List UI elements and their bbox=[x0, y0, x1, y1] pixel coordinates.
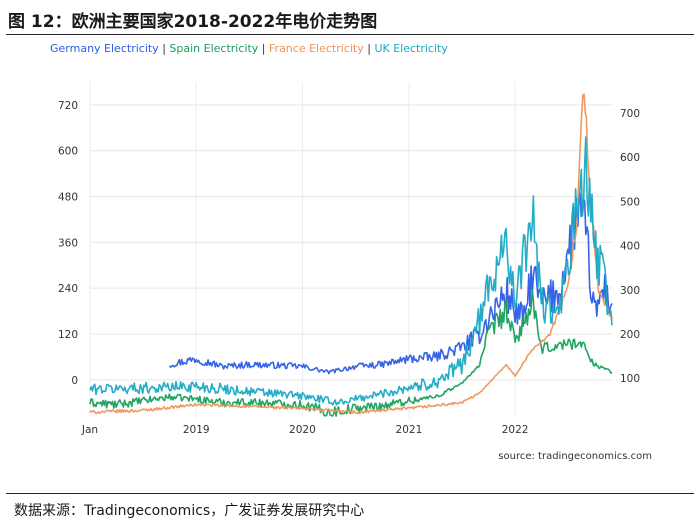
series-uk-electricity bbox=[89, 136, 613, 406]
y-right-tick-label: 100 bbox=[620, 373, 640, 385]
y-axis-right: 100 200 300 400 500 600 700 bbox=[620, 108, 640, 385]
legend-separator: | bbox=[261, 42, 266, 55]
x-tick-label: 2019 bbox=[183, 424, 210, 436]
legend-uk[interactable]: UK Electricity bbox=[374, 42, 448, 55]
series-spain-electricity bbox=[89, 289, 613, 417]
x-tick-label: Jan bbox=[81, 424, 98, 436]
y-left-tick-label: 120 bbox=[58, 329, 78, 341]
figure-title: 图 12：欧洲主要国家2018-2022年电价走势图 bbox=[8, 12, 378, 32]
series-france-electricity bbox=[89, 93, 613, 415]
source-label: source: tradingeconomics.com bbox=[498, 451, 652, 462]
y-right-tick-label: 500 bbox=[620, 196, 640, 208]
y-left-tick-label: 600 bbox=[58, 146, 78, 158]
y-right-tick-label: 200 bbox=[620, 329, 640, 341]
series-germany-electricity bbox=[168, 192, 613, 375]
y-left-tick-label: 0 bbox=[71, 375, 78, 387]
y-right-tick-label: 600 bbox=[620, 152, 640, 164]
y-right-tick-label: 400 bbox=[620, 241, 640, 253]
y-right-tick-label: 700 bbox=[620, 108, 640, 120]
legend-spain[interactable]: Spain Electricity bbox=[169, 42, 259, 55]
y-left-tick-label: 360 bbox=[58, 237, 78, 249]
legend-germany[interactable]: Germany Electricity bbox=[50, 42, 159, 55]
bottom-rule bbox=[6, 493, 694, 494]
x-tick-label: 2021 bbox=[396, 424, 423, 436]
x-tick-label: 2022 bbox=[502, 424, 529, 436]
chart-legend: Germany Electricity | Spain Electricity … bbox=[50, 42, 448, 55]
series-lines bbox=[89, 93, 613, 417]
legend-separator: | bbox=[162, 42, 166, 55]
legend-france[interactable]: France Electricity bbox=[269, 42, 364, 55]
legend-separator: | bbox=[367, 42, 371, 55]
y-left-tick-label: 480 bbox=[58, 192, 78, 204]
y-axis-left: 0 120 240 360 480 600 720 bbox=[58, 100, 78, 387]
x-tick-label: 2020 bbox=[289, 424, 316, 436]
y-right-tick-label: 300 bbox=[620, 285, 640, 297]
y-left-tick-label: 240 bbox=[58, 283, 78, 295]
footer-note: 数据来源：Tradingeconomics，广发证券发展研究中心 bbox=[14, 503, 365, 519]
grid-lines bbox=[89, 82, 612, 418]
y-left-tick-label: 720 bbox=[58, 100, 78, 112]
top-rule bbox=[6, 34, 694, 35]
x-axis: Jan 2019 2020 2021 2022 bbox=[81, 424, 529, 436]
